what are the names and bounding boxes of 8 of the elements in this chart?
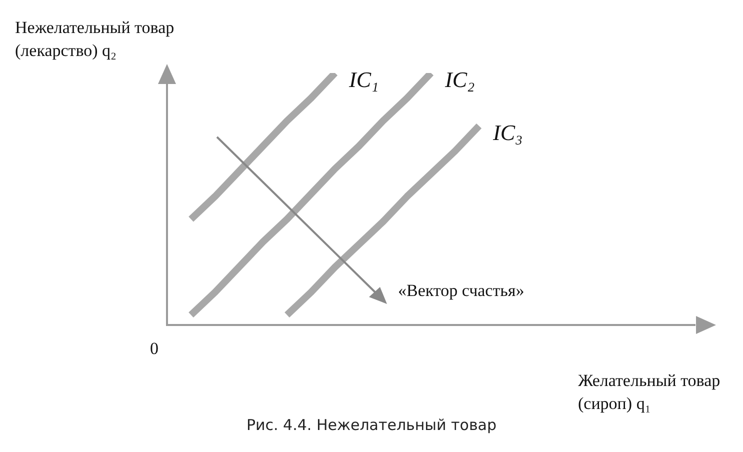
text: Рис. 4.4. Нежелательный товар	[245, 416, 498, 434]
series-label: IC₁	[348, 67, 379, 92]
series-label: IC₃	[492, 120, 523, 145]
text: 0	[150, 339, 158, 359]
x-axis-title: Желательный товар (сироп) q₁	[578, 370, 722, 415]
annotation: «Вектор счастья»	[398, 281, 524, 301]
y-axis-title: Нежелательный товар (лекарство) q₂	[15, 17, 176, 62]
series-label: IC₂	[444, 67, 475, 92]
